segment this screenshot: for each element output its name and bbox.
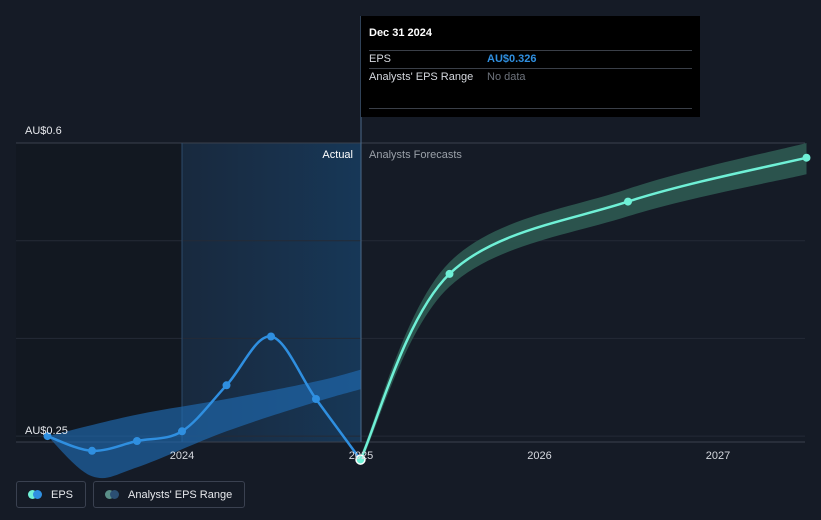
range-bands <box>47 143 807 479</box>
eps-points <box>43 153 811 465</box>
y-label-bottom: AU$0.25 <box>25 425 68 437</box>
range-swatch-icon <box>105 490 120 499</box>
actual-label: Actual <box>322 149 353 161</box>
eps-point-0-0 <box>43 432 52 441</box>
x-tick-2024: 2024 <box>170 450 194 462</box>
eps-point-1-1 <box>445 269 454 278</box>
eps-point-0-6 <box>312 395 320 403</box>
tooltip: Dec 31 2024 EPS AU$0.326 Analysts' EPS R… <box>361 16 700 117</box>
eps-swatch-dot-2 <box>33 490 42 499</box>
eps-point-0-4 <box>222 381 231 390</box>
tooltip-divider <box>369 108 692 109</box>
eps-point-highlight <box>355 454 366 465</box>
tooltip-eps-label: EPS <box>369 53 392 65</box>
eps-point-0-2 <box>133 437 141 445</box>
tooltip-row-range: Analysts' EPS Range No data <box>369 68 692 86</box>
x-tick-2027: 2027 <box>706 450 730 462</box>
legend-range-label: Analysts' EPS Range <box>128 488 233 501</box>
legend-eps-label: EPS <box>51 488 74 501</box>
eps-point-0-3 <box>178 427 186 436</box>
eps-point-1-2 <box>624 197 632 206</box>
x-axis: 2024 2025 2026 2027 <box>170 450 730 462</box>
y-label-top: AU$0.6 <box>25 125 62 137</box>
actual-eps-range-band <box>47 369 361 479</box>
legend: EPS Analysts' EPS Range <box>16 481 246 508</box>
past-shade <box>16 143 182 442</box>
legend-eps-button[interactable]: EPS <box>16 481 87 508</box>
forecast-label: Analysts Forecasts <box>369 149 462 161</box>
eps-line-0 <box>46 335 362 461</box>
eps-swatch-icon <box>28 490 43 499</box>
x-tick-2025: 2025 <box>349 450 373 462</box>
eps-point-0-5 <box>267 332 275 341</box>
eps-point-1-3 <box>802 153 811 162</box>
legend-range-button[interactable]: Analysts' EPS Range <box>93 481 246 508</box>
eps-lines <box>46 156 808 461</box>
tooltip-date: Dec 31 2024 <box>369 27 432 39</box>
eps-swatch-dot-1 <box>28 490 37 499</box>
tooltip-range-value: No data <box>487 71 526 83</box>
eps-line-1 <box>359 156 808 461</box>
range-swatch-dot-2 <box>110 490 120 499</box>
tooltip-row-eps: EPS AU$0.326 <box>369 50 692 68</box>
tooltip-range-label: Analysts' EPS Range <box>369 71 474 83</box>
tooltip-eps-value: AU$0.326 <box>487 53 537 65</box>
forecast-eps-range-band <box>360 143 807 464</box>
range-swatch-dot-1 <box>105 490 115 499</box>
x-tick-2026: 2026 <box>527 450 551 462</box>
eps-point-0-1 <box>88 446 96 455</box>
